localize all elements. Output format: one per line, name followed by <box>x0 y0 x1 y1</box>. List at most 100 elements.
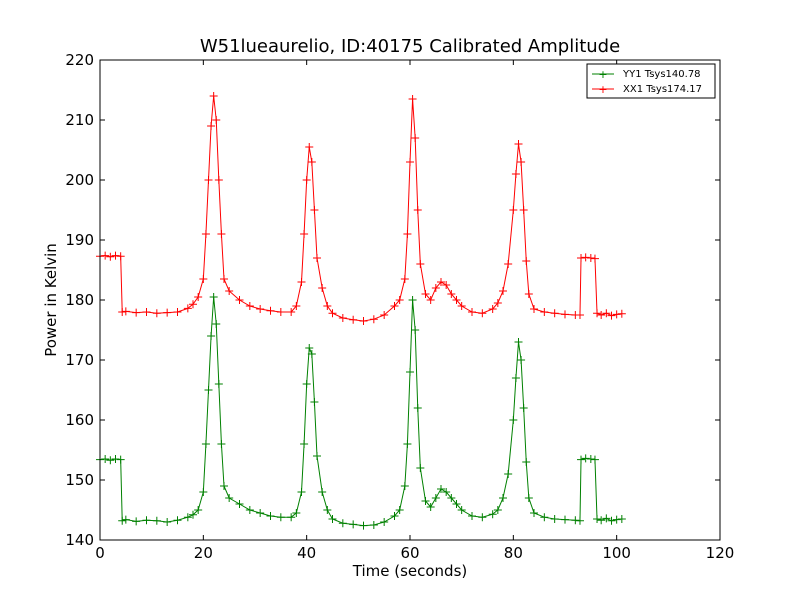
data-point <box>318 488 327 496</box>
data-point <box>607 516 616 525</box>
data-point <box>369 521 378 529</box>
data-point <box>116 252 125 261</box>
data-point <box>310 206 319 214</box>
data-point <box>514 338 523 346</box>
data-point <box>617 309 626 318</box>
data-point <box>349 315 358 324</box>
x-tick-label: 100 <box>602 544 631 562</box>
data-point <box>300 440 309 448</box>
data-point <box>359 317 368 325</box>
data-point <box>212 116 221 124</box>
data-point <box>478 513 487 522</box>
data-point <box>287 513 296 522</box>
data-point <box>575 311 584 319</box>
data-point <box>173 308 182 316</box>
data-point <box>437 278 445 286</box>
data-point <box>199 488 208 496</box>
data-point <box>313 254 321 262</box>
series-1 <box>96 92 626 325</box>
data-point <box>204 176 213 184</box>
data-point <box>111 455 120 463</box>
data-point <box>488 510 497 519</box>
data-point <box>380 311 389 319</box>
data-point <box>590 455 599 464</box>
data-point <box>349 520 358 529</box>
data-point <box>217 440 226 448</box>
data-point <box>431 284 440 292</box>
x-tick-label: 40 <box>297 544 316 562</box>
data-point <box>590 254 599 263</box>
legend: + YY1 Tsys140.78 + XX1 Tsys174.17 <box>586 63 716 99</box>
data-point <box>577 455 586 464</box>
data-point <box>416 260 425 268</box>
data-point <box>297 488 306 496</box>
data-point <box>209 293 218 301</box>
data-point <box>225 287 234 295</box>
data-point <box>511 170 520 178</box>
data-point <box>300 230 309 238</box>
data-point <box>452 500 461 508</box>
data-point <box>416 464 425 472</box>
x-tick-label: 120 <box>706 544 735 562</box>
data-point <box>276 513 285 522</box>
y-tick-label: 150 <box>65 471 94 489</box>
y-axis-label: Power in Kelvin <box>42 243 60 357</box>
data-point <box>310 398 319 406</box>
data-point <box>519 404 528 412</box>
data-point <box>302 176 311 184</box>
data-point <box>163 518 172 526</box>
data-point <box>561 515 569 524</box>
data-point <box>457 302 466 310</box>
data-point <box>517 158 526 166</box>
data-point <box>478 309 487 318</box>
data-point <box>517 356 526 364</box>
legend-label-xx1: XX1 Tsys174.17 <box>623 84 702 95</box>
y-tick-label: 190 <box>65 231 94 249</box>
data-point <box>403 230 412 238</box>
data-point <box>509 416 518 424</box>
data-point <box>116 455 125 464</box>
data-point <box>121 515 130 524</box>
data-point <box>524 494 533 502</box>
data-point <box>607 311 616 320</box>
data-point <box>189 510 197 519</box>
data-point <box>220 275 228 283</box>
data-point <box>183 513 192 522</box>
data-point <box>118 308 127 316</box>
data-point <box>338 314 347 322</box>
data-point <box>220 482 228 490</box>
data-point <box>426 296 435 304</box>
data-point <box>602 514 611 523</box>
data-point <box>305 143 314 151</box>
data-point <box>524 290 533 298</box>
data-point <box>313 452 321 460</box>
data-point <box>118 516 127 525</box>
data-point <box>468 512 476 520</box>
data-point <box>323 506 332 514</box>
data-point <box>586 455 595 463</box>
data-point <box>442 281 451 289</box>
data-point <box>214 176 223 184</box>
data-point <box>276 308 285 316</box>
data-point <box>597 516 606 525</box>
data-point <box>328 515 337 523</box>
data-point <box>421 290 430 298</box>
data-point <box>550 515 559 523</box>
data-point <box>395 296 404 304</box>
legend-label-yy1: YY1 Tsys140.78 <box>622 69 701 80</box>
data-point <box>214 380 223 388</box>
data-point <box>575 516 584 525</box>
data-point <box>509 206 518 214</box>
data-point <box>408 95 417 103</box>
series-0 <box>96 293 626 530</box>
data-point <box>511 374 520 382</box>
data-point <box>297 278 306 286</box>
data-point <box>504 260 513 268</box>
data-point <box>318 284 327 292</box>
data-point <box>235 296 244 304</box>
data-point <box>540 308 549 316</box>
data-point <box>369 315 378 324</box>
data-point <box>201 440 210 448</box>
y-tick-label: 140 <box>65 531 94 549</box>
legend-entry-xx1: + XX1 Tsys174.17 <box>592 83 702 96</box>
